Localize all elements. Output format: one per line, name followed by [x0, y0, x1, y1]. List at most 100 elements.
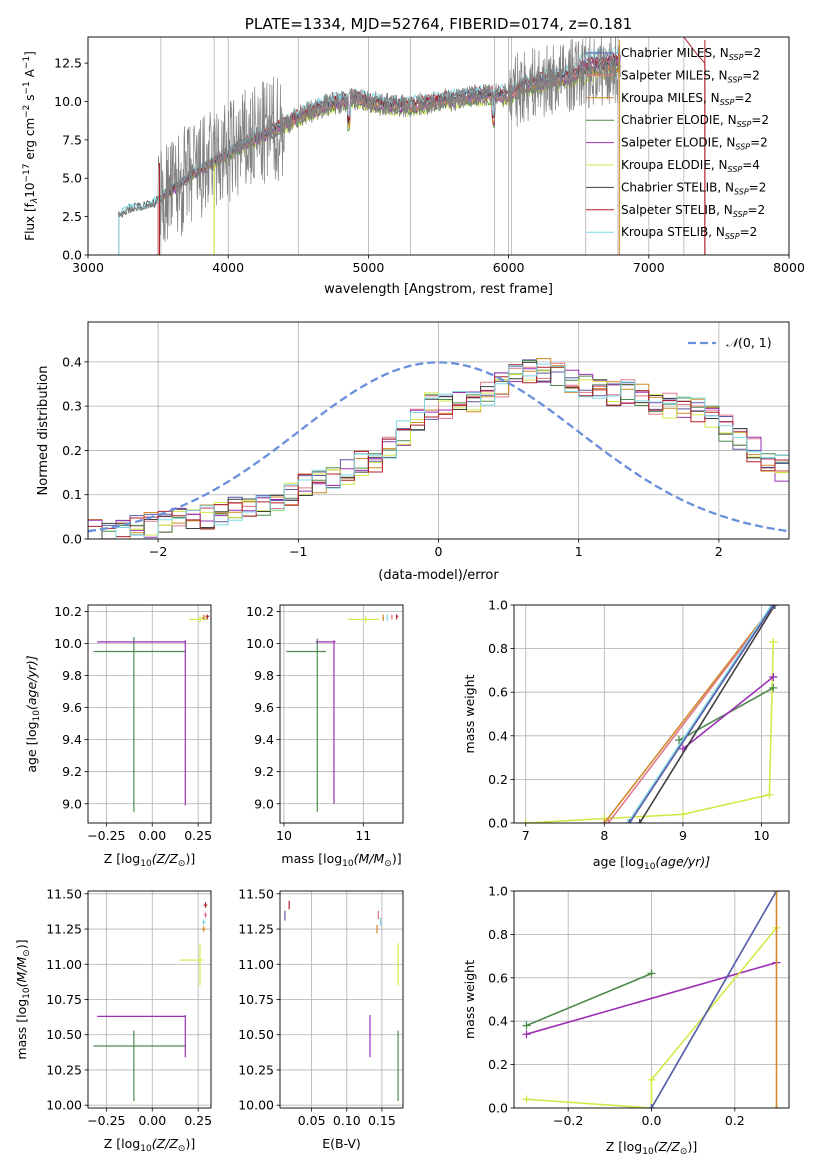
y-tick-label: 10.00 [46, 1098, 82, 1113]
x-tick-label: 0.25 [184, 828, 212, 843]
mass-weight-marker [772, 891, 781, 895]
legend-entry: 𝒩(0, 1) [726, 335, 772, 350]
mass-weight-marker [522, 1021, 531, 1030]
x-axis-label: (data-model)/error [378, 568, 499, 583]
x-tick-label: 10 [754, 828, 770, 843]
y-axis-label: Normed distribution [36, 366, 51, 496]
x-tick-label: 0 [435, 544, 443, 559]
y-tick-label: 10.2 [54, 604, 82, 619]
y-tick-label: 0.8 [488, 641, 508, 656]
plot-area-age_vs_Z [93, 614, 210, 812]
panel-age_vs_Z: −0.25 0.00 0.25 9.0 9.2 9.4 9.6 9.8 10.0 10.2 Z [l… [24, 604, 212, 869]
y-tick-label: 9.4 [254, 732, 274, 747]
x-axis-label: Z [log10(Z/Z⊙)] [104, 851, 195, 869]
x-axis-label: Z [log10(Z/Z⊙)] [606, 1139, 697, 1157]
axes-frame [279, 604, 404, 824]
y-tick-label: 11.50 [46, 886, 82, 901]
y-tick-label: 0.2 [488, 1057, 508, 1072]
plot-area-mass_vs_ebv [284, 900, 399, 1101]
x-tick-label: 7000 [633, 260, 665, 275]
axes-frame [513, 604, 790, 824]
y-tick-label: 0.0 [488, 1101, 508, 1116]
mass-weight-line [526, 972, 652, 1027]
axes-frame [513, 890, 790, 1109]
grid-residuals [88, 322, 789, 540]
x-tick-label: 1 [575, 544, 583, 559]
y-tick-label: 10.75 [46, 992, 82, 1007]
y-tick-label: 10.2 [246, 604, 274, 619]
mass-weight-marker [522, 1030, 531, 1039]
plot-area-residuals [88, 358, 789, 539]
panel-residuals: −2 −1 0 1 2 0.0 0.1 0.2 0.3 0.4 (data-model)/error… [36, 321, 790, 583]
legend-entry: Kroupa STELIB, NSSP=2 [621, 225, 757, 241]
y-tick-label: 0.6 [488, 970, 508, 985]
y-tick-label: 10.00 [238, 1098, 274, 1113]
legend-entry: Salpeter ELODIE, NSSP=2 [621, 136, 768, 152]
x-tick-label: −0.25 [87, 1113, 125, 1128]
mass-weight-marker [647, 1075, 656, 1084]
y-tick-label: 10.25 [238, 1062, 274, 1077]
mass-weight-marker [647, 969, 656, 978]
x-tick-label: 9 [679, 828, 687, 843]
x-axis-label: mass [log10(M/M⊙)] [281, 851, 401, 869]
plot-area-spectrum [118, 37, 706, 255]
x-tick-label: 0.05 [298, 1113, 326, 1128]
y-tick-label: 10.0 [54, 636, 82, 651]
spectrum-tail-line [683, 37, 706, 255]
x-axis-label: wavelength [Angstrom, rest frame] [324, 282, 553, 297]
y-tick-label: 7.5 [62, 132, 82, 147]
axes-frame [87, 890, 212, 1109]
y-tick-label: 11.25 [238, 922, 274, 937]
x-tick-label: 0.10 [333, 1113, 361, 1128]
y-tick-label: 9.0 [62, 796, 82, 811]
mass-weight-marker [647, 1104, 656, 1108]
legend-entry: Salpeter MILES, NSSP=2 [621, 68, 760, 84]
mass-weight-marker [522, 1095, 531, 1104]
panel-spectrum: 3000 4000 5000 6000 7000 8000 0.0 2.5 5.0 7.5 10.0… [22, 15, 805, 297]
y-tick-label: 0.6 [488, 685, 508, 700]
y-tick-label: 1.0 [488, 884, 508, 899]
mass-weight-marker [600, 819, 609, 823]
mass-weight-line [650, 891, 778, 1108]
x-axis-label: E(B-V) [322, 1136, 361, 1151]
y-tick-label: 10.25 [46, 1062, 82, 1077]
axes-frame [87, 321, 790, 540]
panel-massweight_vs_Z: −0.2 0.0 0.2 0.0 0.2 0.4 0.6 0.8 1.0 Z [log10(Z/Z… [462, 884, 790, 1157]
grid-age_vs_mass [280, 605, 403, 823]
x-tick-label: −0.2 [553, 1113, 583, 1128]
histogram-step [88, 363, 789, 539]
mass-weight-marker [770, 605, 779, 609]
y-tick-label: 9.2 [62, 764, 82, 779]
grid-mass_vs_Z [88, 891, 211, 1108]
x-axis-label: Z [log10(Z/Z⊙)] [104, 1136, 195, 1154]
mass-weight-line [607, 605, 775, 823]
y-tick-label: 11.50 [238, 886, 274, 901]
y-tick-label: 9.0 [254, 796, 274, 811]
y-tick-label: 11.25 [46, 922, 82, 937]
mass-weight-line [682, 676, 774, 750]
y-tick-label: 9.6 [254, 700, 274, 715]
mass-weight-marker [678, 810, 687, 819]
y-tick-label: 0.0 [62, 248, 82, 263]
mass-weight-marker [623, 819, 632, 823]
x-tick-label: 3000 [72, 260, 104, 275]
normal-curve [88, 361, 789, 533]
x-axis-label: age [log10(age/yr)] [593, 854, 710, 872]
panel-massweight_vs_age: 7 8 9 10 0.0 0.2 0.4 0.6 0.8 1.0 age [log10(age/yr… [462, 598, 790, 872]
y-axis-label: mass weight [462, 960, 477, 1039]
mass-weight-marker [521, 819, 530, 823]
x-tick-label: 7 [522, 828, 530, 843]
x-tick-label: 0.00 [138, 828, 166, 843]
y-tick-label: 0.4 [488, 1014, 508, 1029]
y-tick-label: 2.5 [62, 209, 82, 224]
x-tick-label: 0.2 [725, 1113, 745, 1128]
y-tick-label: 0.4 [62, 354, 82, 369]
mass-weight-line [603, 605, 774, 823]
axes-frame [87, 604, 212, 824]
mass-weight-marker [635, 819, 644, 823]
y-tick-label: 1.0 [488, 598, 508, 613]
x-tick-label: −0.25 [87, 828, 125, 843]
grid-massweight_vs_Z [514, 890, 789, 1109]
plot-area-age_vs_mass [286, 614, 399, 812]
